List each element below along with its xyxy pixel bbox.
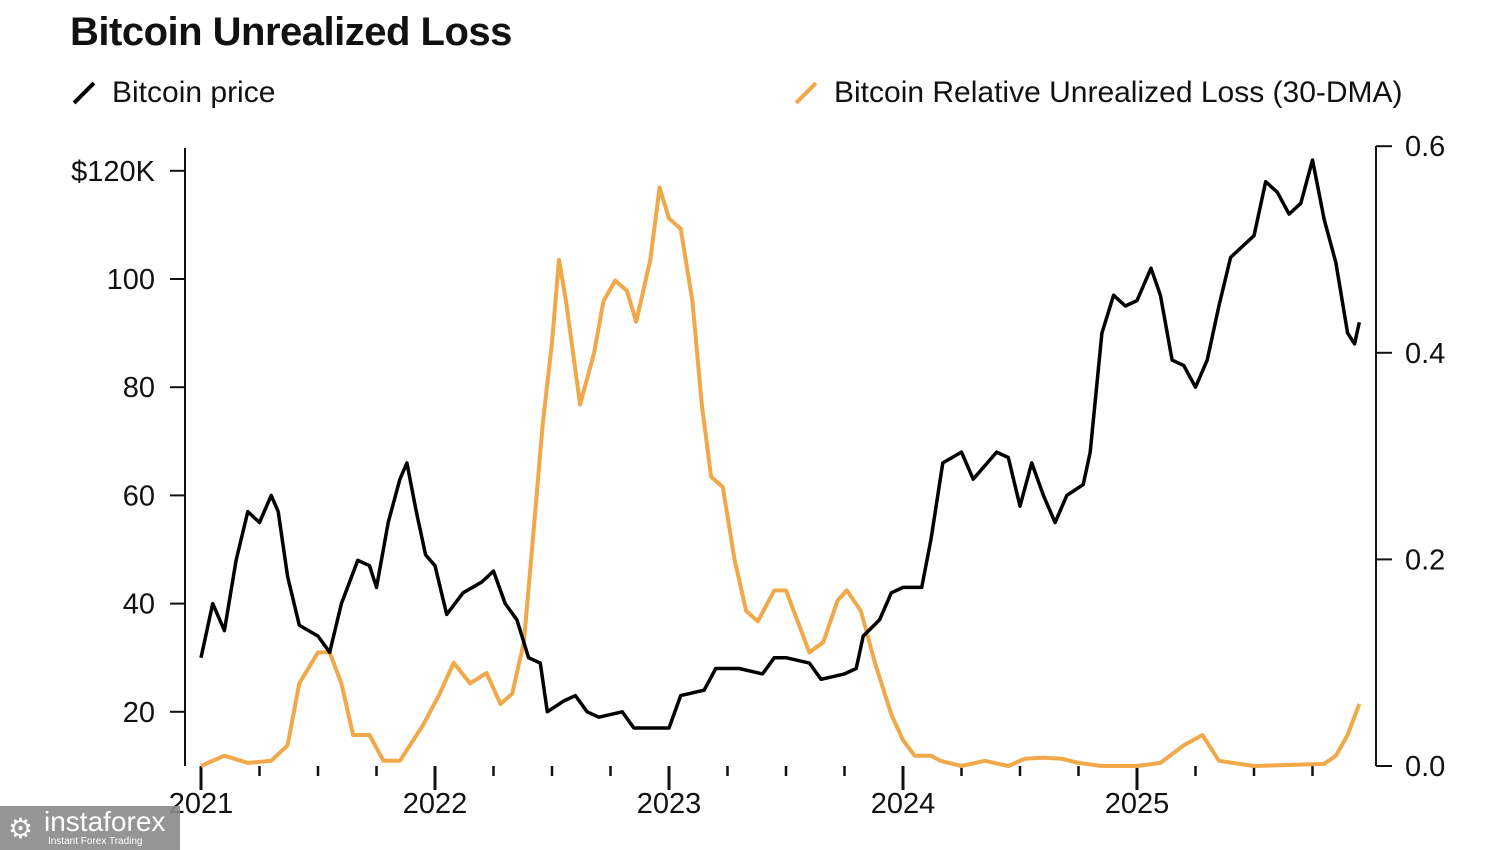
- x-tick-label: 2025: [1105, 788, 1170, 820]
- legend-label-price: Bitcoin price: [112, 76, 276, 109]
- left-tick-label: 60: [123, 480, 155, 512]
- x-tick-label: 2023: [637, 788, 702, 820]
- x-tick-label: 2024: [871, 788, 936, 820]
- left-tick-label: 80: [123, 372, 155, 404]
- right-tick-label: 0.0: [1405, 751, 1445, 783]
- left-tick-label: 40: [123, 589, 155, 621]
- legend-item-loss: Bitcoin Relative Unrealized Loss (30-DMA…: [792, 76, 1403, 110]
- left-tick-label: 20: [123, 697, 155, 729]
- chart-title: Bitcoin Unrealized Loss: [70, 10, 512, 54]
- right-tick-label: 0.4: [1405, 338, 1445, 370]
- watermark-logo: ⚙ instaforex Instant Forex Trading: [0, 806, 180, 850]
- right-tick-label: 0.2: [1405, 544, 1445, 576]
- price-line: [199, 158, 1362, 730]
- left-tick-label: $120K: [71, 156, 156, 188]
- gear-logo-icon: ⚙: [8, 813, 34, 844]
- loss-line: [200, 185, 1362, 768]
- legend-label-loss: Bitcoin Relative Unrealized Loss (30-DMA…: [834, 76, 1403, 109]
- left-tick-label: 100: [107, 264, 155, 296]
- x-tick-label: 2022: [403, 788, 468, 820]
- right-tick-label: 0.6: [1405, 131, 1445, 163]
- legend-item-price: Bitcoin price: [70, 76, 275, 110]
